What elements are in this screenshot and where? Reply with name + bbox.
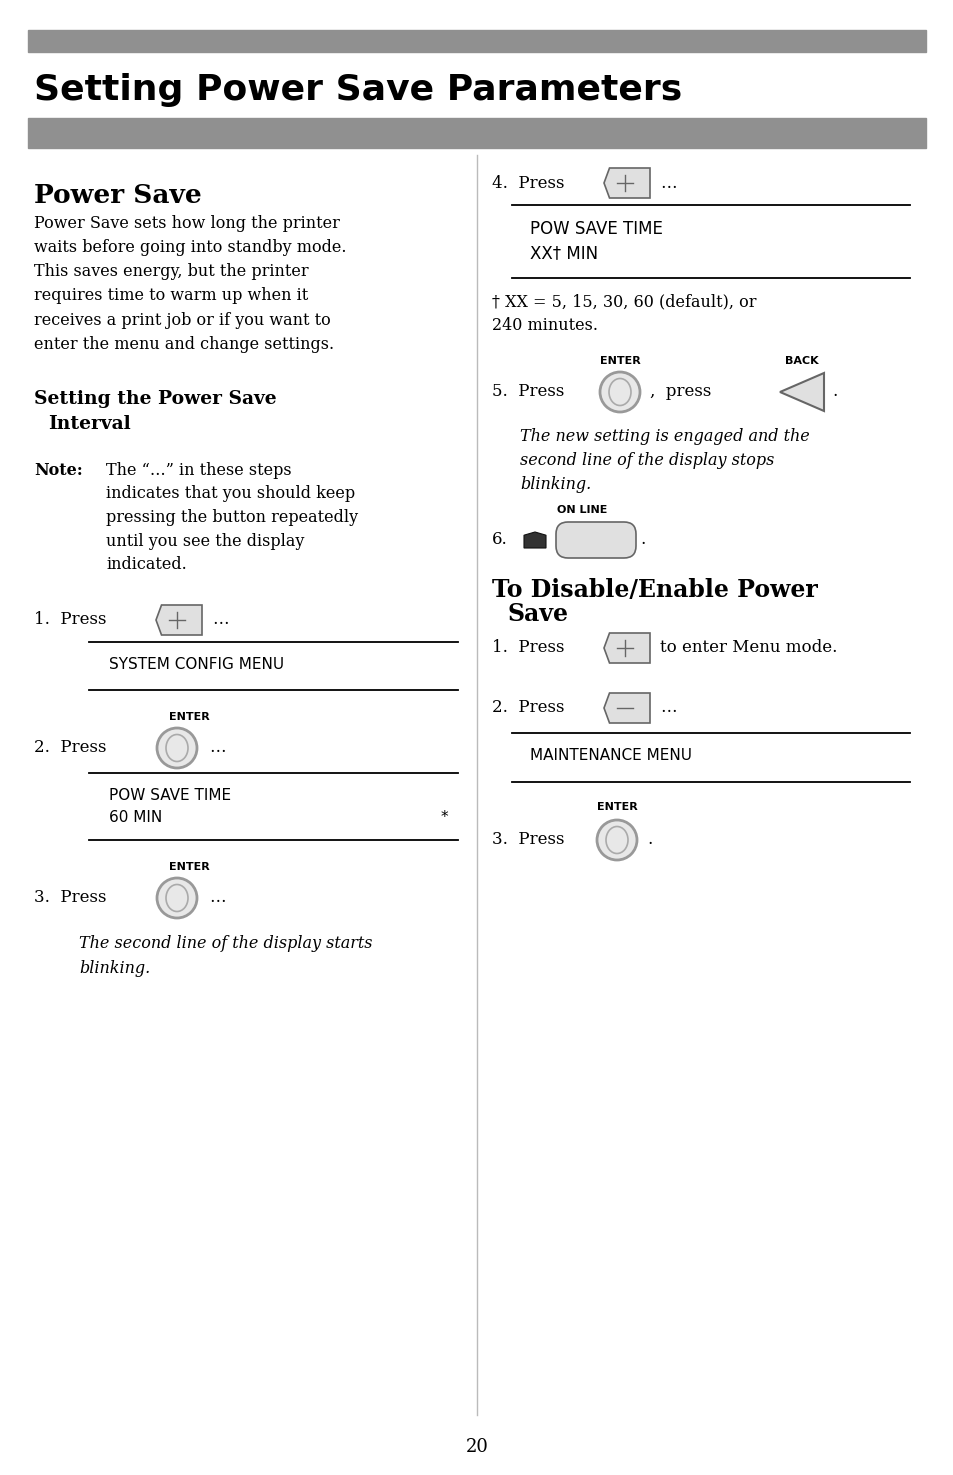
Circle shape (157, 878, 196, 917)
Circle shape (157, 729, 196, 768)
Text: 3.  Press: 3. Press (492, 832, 564, 848)
Text: The “…” in these steps
indicates that you should keep
pressing the button repeat: The “…” in these steps indicates that yo… (106, 462, 357, 572)
Text: 20: 20 (465, 1438, 488, 1456)
Polygon shape (603, 693, 649, 723)
Text: Power Save sets how long the printer
waits before going into standby mode.
This : Power Save sets how long the printer wai… (34, 215, 346, 353)
Text: Setting the Power Save: Setting the Power Save (34, 389, 276, 409)
Text: Power Save: Power Save (34, 183, 201, 208)
Text: 1.  Press: 1. Press (34, 612, 107, 628)
Text: blinking.: blinking. (79, 960, 150, 976)
Text: Note:: Note: (34, 462, 83, 479)
Text: 2.  Press: 2. Press (34, 739, 107, 757)
Text: Interval: Interval (48, 414, 131, 434)
Text: 6.: 6. (492, 531, 507, 549)
Text: …: … (659, 699, 676, 717)
Text: POW SAVE TIME: POW SAVE TIME (109, 788, 231, 802)
Text: Save: Save (507, 602, 568, 625)
Text: 60 MIN: 60 MIN (109, 810, 162, 825)
Text: .: . (646, 832, 652, 848)
Polygon shape (156, 605, 202, 636)
Polygon shape (603, 633, 649, 662)
Polygon shape (523, 532, 545, 549)
Bar (28, 118, 925, 148)
Circle shape (599, 372, 639, 412)
Text: 240 minutes.: 240 minutes. (492, 317, 598, 333)
Text: BACK: BACK (784, 355, 818, 366)
Text: ENTER: ENTER (169, 861, 209, 872)
Text: ,  press: , press (649, 384, 711, 401)
Text: ENTER: ENTER (596, 802, 637, 813)
Text: XX† MIN: XX† MIN (530, 243, 598, 263)
Text: Setting Power Save Parameters: Setting Power Save Parameters (34, 72, 681, 108)
Bar (28, 30, 925, 52)
Text: 1.  Press: 1. Press (492, 640, 564, 656)
Text: To Disable/Enable Power: To Disable/Enable Power (492, 578, 817, 602)
Text: 5.  Press: 5. Press (492, 384, 564, 401)
Text: .: . (831, 384, 837, 401)
Text: 4.  Press: 4. Press (492, 174, 564, 192)
Text: .: . (639, 531, 644, 549)
Polygon shape (603, 168, 649, 198)
Text: 2.  Press: 2. Press (492, 699, 564, 717)
Text: 3.  Press: 3. Press (34, 889, 107, 907)
Circle shape (597, 820, 637, 860)
Text: † XX = 5, 15, 30, 60 (default), or: † XX = 5, 15, 30, 60 (default), or (492, 294, 756, 310)
Text: SYSTEM CONFIG MENU: SYSTEM CONFIG MENU (109, 656, 284, 673)
Text: blinking.: blinking. (519, 476, 591, 493)
Text: ON LINE: ON LINE (557, 504, 606, 515)
Text: The new setting is engaged and the: The new setting is engaged and the (519, 428, 809, 445)
Text: POW SAVE TIME: POW SAVE TIME (530, 220, 662, 237)
Text: …: … (209, 739, 226, 757)
Polygon shape (780, 373, 823, 412)
Text: The second line of the display starts: The second line of the display starts (79, 935, 372, 951)
Text: …: … (212, 612, 229, 628)
Text: …: … (659, 174, 676, 192)
Text: …: … (209, 889, 226, 907)
Text: ENTER: ENTER (169, 712, 209, 721)
Text: second line of the display stops: second line of the display stops (519, 451, 774, 469)
Text: MAINTENANCE MENU: MAINTENANCE MENU (530, 748, 691, 763)
Text: to enter Menu mode.: to enter Menu mode. (659, 640, 837, 656)
Text: ENTER: ENTER (599, 355, 639, 366)
FancyBboxPatch shape (556, 522, 636, 558)
Text: *: * (440, 810, 448, 825)
